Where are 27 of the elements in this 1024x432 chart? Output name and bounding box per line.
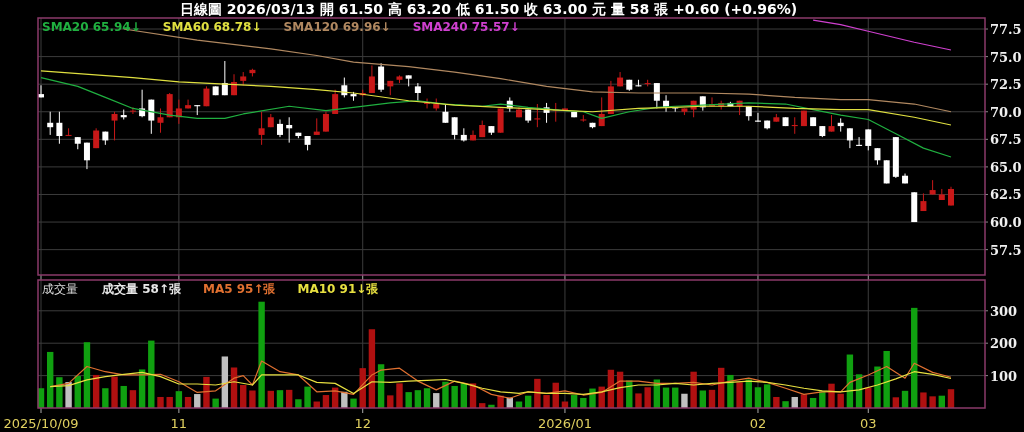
x-tick-label: 2025/10/09 — [3, 416, 79, 431]
text: MA5 95↑張 — [202, 282, 277, 296]
text: MA10 91↓張 — [297, 282, 380, 296]
y-tick-label: 200 — [990, 336, 1018, 352]
chart-title: 日線圖 2026/03/13 開 61.50 高 63.20 低 61.50 收 63.00 元 量 58 張 +0.60 (+0.96%) — [180, 1, 798, 17]
x-tick-label: 12 — [354, 416, 371, 431]
series-label: SMA120 69.96↓ — [283, 20, 391, 34]
y-tick-label: 67.5 — [990, 132, 1022, 148]
y-tick-label: 300 — [990, 303, 1018, 319]
y-tick-label: 62.5 — [990, 187, 1022, 203]
x-tick-label: 02 — [749, 416, 767, 431]
y-tick-label: 100 — [990, 368, 1018, 384]
y-tick-label: 77.5 — [990, 22, 1022, 38]
y-tick-label: 72.5 — [990, 77, 1022, 93]
y-tick-label: 70.0 — [990, 104, 1022, 120]
y-tick-label: 60.0 — [990, 215, 1022, 231]
x-tick-label: 11 — [170, 416, 188, 431]
text: SMA60 68.78↓ — [162, 20, 262, 34]
chart-title: 成交量 — [42, 282, 78, 296]
y-tick-label: 65.0 — [990, 159, 1022, 175]
y-tick-label: 57.5 — [990, 242, 1022, 258]
y-tick-label: 75.0 — [990, 49, 1022, 65]
text: SMA240 75.57↓ — [412, 20, 520, 34]
text: 成交量 58↑張 — [101, 282, 182, 296]
text: SMA20 65.94↓ — [42, 20, 141, 34]
x-tick-label: 03 — [860, 416, 877, 431]
x-tick-label: 2026/01 — [537, 416, 592, 431]
